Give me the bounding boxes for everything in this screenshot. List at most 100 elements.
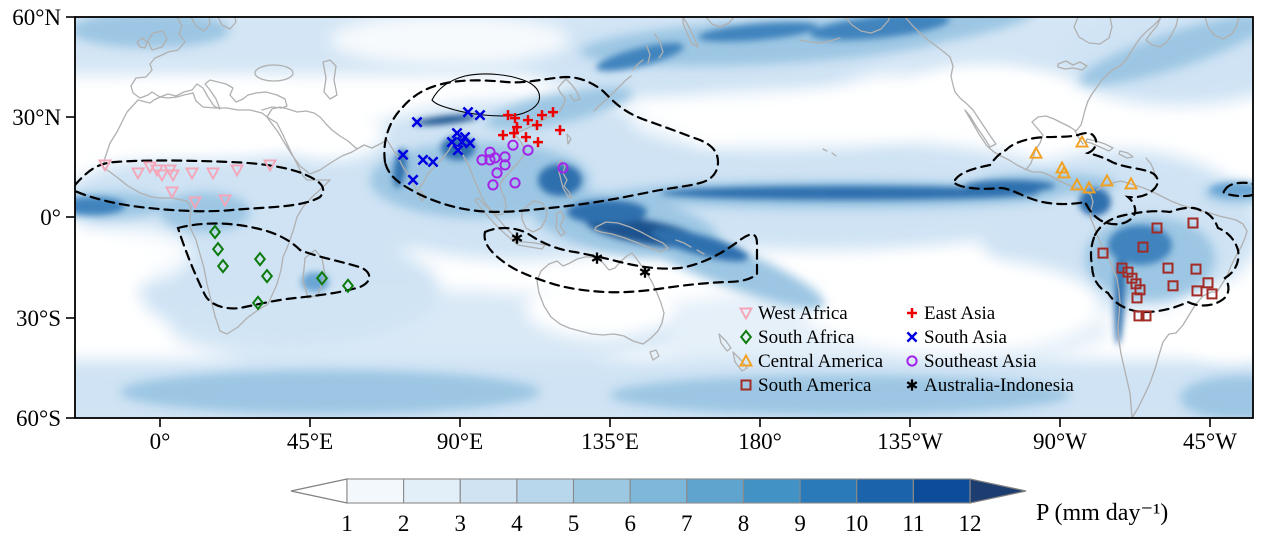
- legend-label-south_asia: South Asia: [924, 327, 1007, 348]
- legend-label-central_america: Central America: [758, 351, 884, 372]
- marker-south-asia: [452, 144, 464, 156]
- colorbar-tick-label: 10: [845, 511, 868, 536]
- coast-okhotsk: [646, 33, 664, 64]
- marker-south-america: [1202, 277, 1214, 289]
- coast-greenland-tip: [1204, 17, 1240, 40]
- legend-label-south_america: South America: [758, 375, 872, 396]
- marker-southeast-asia: [557, 162, 569, 174]
- marker-southeast-asia: [476, 154, 488, 166]
- marker-south-america: [1187, 217, 1199, 229]
- region-australia-indonesia: [483, 226, 759, 294]
- x-tick-label: 135°W: [877, 429, 943, 454]
- region-west-africa: [75, 159, 325, 213]
- marker-east-asia: [523, 115, 533, 126]
- marker-south-asia: [417, 154, 429, 166]
- marker-south-asia: [411, 116, 423, 128]
- colorbar-tick-label: 9: [794, 511, 806, 536]
- marker-central-america: [1074, 134, 1090, 148]
- marker-south-america: [1131, 292, 1143, 304]
- black-sea: [254, 64, 294, 82]
- marker-central-america: [1028, 145, 1044, 159]
- marker-east-asia: [521, 132, 531, 143]
- marker-east-asia: [532, 120, 542, 131]
- marker-south-asia: [474, 109, 486, 121]
- colorbar-tick-label: 1: [341, 511, 353, 536]
- colorbar-under-arrow: [290, 478, 348, 504]
- coast-africa: [102, 92, 331, 335]
- region-southern-africa: [176, 222, 371, 310]
- marker-southeast-asia: [499, 151, 511, 163]
- coast-florida: [1074, 130, 1084, 145]
- marker-southeast-asia: [507, 139, 519, 151]
- marker-southeast-asia: [491, 167, 503, 179]
- legend-marker-south_africa: [739, 329, 753, 345]
- legend-label-east_asia: East Asia: [924, 303, 996, 324]
- coast-labrador: [1145, 17, 1179, 48]
- axes: 60°N 30°N 0° 30°S 60°S 0° 45°E 90°E 135°E 180° 135…: [12, 5, 1237, 454]
- marker-south-asia: [451, 127, 463, 139]
- marker-south-asia: [397, 149, 409, 161]
- coast-new-guinea: [594, 221, 669, 253]
- marker-south-america: [1191, 285, 1203, 297]
- marker-east-asia: [503, 110, 513, 121]
- station-markers: [97, 106, 1218, 322]
- marker-south-africa: [251, 295, 265, 311]
- marker-west-africa: [154, 169, 170, 183]
- colorbar-cell: [403, 478, 461, 504]
- marker-west-africa: [165, 169, 181, 183]
- x-tick-label: 180°: [738, 429, 782, 454]
- colorbar-tick-label: 12: [959, 511, 982, 536]
- marker-west-africa: [97, 159, 113, 173]
- legend: West Africa South Africa Central America So…: [738, 303, 1074, 396]
- marker-east-asia: [498, 130, 508, 141]
- coast-alaska: [844, 17, 891, 34]
- legend-label-south_africa: South Africa: [758, 327, 855, 348]
- coast-europe-atlantic: [130, 17, 186, 99]
- colorbar-tick-label: 8: [738, 511, 750, 536]
- colorbar-cell: [742, 478, 801, 504]
- coastlines: [102, 17, 1248, 418]
- coast-cuba: [1085, 138, 1114, 152]
- colorbar-over-arrow: [969, 478, 1027, 504]
- coast-kamchatka: [682, 17, 735, 48]
- colorbar-cell: [572, 478, 631, 504]
- coast-mediterranean: [159, 79, 288, 111]
- marker-south-asia: [427, 156, 439, 168]
- colorbar-cell: [799, 478, 858, 504]
- colorbar-tick-label: 2: [398, 511, 410, 536]
- marker-south-america: [1167, 280, 1179, 292]
- marker-west-africa: [205, 167, 221, 181]
- marker-east-asia: [533, 137, 543, 148]
- tibet-contour: [431, 73, 541, 117]
- marker-south-africa: [211, 241, 225, 257]
- legend-label-west_africa: West Africa: [758, 303, 848, 324]
- coast-java: [513, 240, 546, 250]
- coast-arabia: [266, 106, 358, 175]
- marker-southeast-asia: [487, 179, 499, 191]
- legend-label-australia_indonesia: Australia-Indonesia: [924, 375, 1074, 396]
- x-tick-label: 45°E: [287, 429, 333, 454]
- marker-west-africa: [217, 194, 233, 208]
- region-edge-fragment: [1222, 181, 1253, 198]
- coast-americas-west: [904, 17, 1133, 418]
- coast-hudson-bay: [1073, 17, 1113, 45]
- marker-south-africa: [341, 278, 355, 294]
- marker-south-asia: [464, 137, 476, 149]
- y-tick-label: 30°N: [12, 105, 61, 130]
- coast-sulawesi: [555, 210, 566, 237]
- marker-west-africa: [130, 167, 146, 181]
- marker-west-africa: [262, 159, 278, 173]
- colorbar-tick-label: 11: [902, 511, 924, 536]
- x-tick-label: 0°: [150, 429, 171, 454]
- marker-south-asia: [462, 106, 474, 118]
- marker-south-america: [1151, 222, 1163, 234]
- marker-south-america: [1162, 262, 1174, 274]
- coast-aleutians: [799, 37, 841, 44]
- colorbar-tick-label: 7: [681, 511, 693, 536]
- marker-west-africa: [187, 196, 203, 210]
- y-tick-label: 0°: [40, 205, 61, 230]
- colorbar-cell: [459, 478, 518, 504]
- region-south-america: [1089, 206, 1240, 314]
